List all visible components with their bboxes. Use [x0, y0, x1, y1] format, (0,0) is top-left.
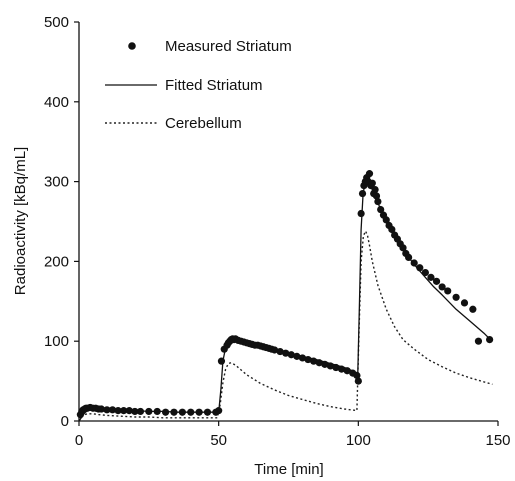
x-tick-label: 150	[485, 432, 510, 449]
measured-striatum-point	[405, 253, 413, 262]
y-tick-label: 0	[61, 413, 69, 430]
y-tick-label: 200	[44, 253, 69, 270]
measured-striatum-point	[382, 216, 390, 224]
measured-striatum-point	[432, 277, 441, 285]
measured-striatum-point	[131, 407, 139, 416]
measured-striatum-point	[293, 352, 301, 360]
measured-striatum-point	[410, 259, 418, 267]
measured-striatum-point	[178, 408, 186, 416]
y-axis-title: Radioactivity [kBq/mL]	[12, 147, 29, 295]
measured-striatum-point	[170, 408, 178, 416]
y-tick-label: 300	[44, 174, 69, 191]
measured-striatum-point	[120, 407, 128, 415]
measured-striatum-point	[153, 407, 161, 416]
measured-striatum-point	[343, 367, 351, 375]
ticks: 0 100 200 300 400 500 0 50 100 150	[44, 14, 511, 449]
measured-striatum-point	[276, 347, 284, 356]
measured-striatum-point	[438, 283, 446, 291]
x-tick-label: 0	[75, 432, 83, 449]
measured-striatum-point	[444, 287, 452, 295]
measured-striatum-point	[321, 360, 329, 368]
x-axis-title: Time [min]	[254, 461, 323, 478]
measured-striatum-point	[368, 179, 376, 187]
measured-striatum-point	[125, 407, 133, 415]
measured-striatum-point	[427, 273, 435, 281]
x-tick-label: 50	[210, 432, 227, 449]
measured-striatum-point	[337, 365, 346, 373]
measured-striatum-point	[358, 189, 367, 198]
measured-striatum-point	[452, 293, 460, 301]
measured-striatum-point	[287, 351, 295, 359]
measured-striatum-point	[282, 349, 290, 357]
legend-label-measured: Measured Striatum	[165, 38, 292, 55]
measured-striatum-point	[377, 205, 385, 214]
measured-striatum-point	[304, 355, 312, 364]
measured-striatum-point	[421, 268, 429, 277]
axes	[78, 22, 498, 422]
measured-striatum-point	[332, 363, 340, 372]
measured-striatum-point	[97, 405, 105, 413]
series-layer	[76, 170, 494, 422]
measured-striatum-point	[161, 408, 170, 416]
measured-striatum-point	[460, 299, 469, 307]
legend-marker-measured	[128, 42, 136, 50]
measured-striatum-point	[270, 346, 279, 354]
measured-striatum-point	[371, 185, 379, 194]
measured-striatum-point	[187, 408, 195, 416]
measured-striatum-point	[108, 406, 117, 414]
y-tick-label: 400	[44, 94, 69, 111]
measured-striatum-point	[416, 264, 424, 272]
measured-striatum-point	[136, 407, 145, 416]
measured-striatum-point	[145, 407, 153, 416]
measured-striatum-point	[310, 357, 318, 365]
y-tick-label: 500	[44, 14, 69, 31]
cerebellum-line	[78, 230, 493, 422]
measured-striatum-point	[326, 362, 334, 370]
measured-striatum-point	[486, 336, 494, 344]
legend-label-cerebellum: Cerebellum	[165, 115, 242, 132]
measured-striatum-point	[203, 408, 212, 416]
measured-striatum-point	[354, 377, 362, 385]
measured-striatum-point	[399, 244, 407, 252]
measured-striatum-point	[357, 209, 365, 218]
measured-striatum-point	[103, 406, 111, 414]
measured-striatum-point	[388, 225, 396, 234]
measured-striatum-point	[374, 197, 382, 206]
measured-striatum-point	[215, 407, 223, 415]
measured-striatum-point	[195, 408, 203, 416]
measured-striatum-point	[217, 357, 226, 365]
measured-striatum-point	[365, 170, 374, 178]
x-tick-label: 100	[346, 432, 371, 449]
measured-striatum-point	[353, 371, 361, 380]
measured-striatum-point	[114, 407, 122, 415]
measured-striatum-point	[315, 359, 323, 367]
legend: Measured Striatum Fitted Striatum Cerebe…	[105, 38, 292, 132]
measured-striatum-point	[298, 354, 307, 362]
fitted-striatum-line	[78, 176, 491, 422]
measured-striatum-point	[469, 305, 477, 313]
y-tick-label: 100	[44, 333, 69, 350]
legend-label-fitted: Fitted Striatum	[165, 77, 263, 94]
measured-striatum-point	[474, 337, 483, 345]
measured-striatum-point	[372, 192, 381, 200]
